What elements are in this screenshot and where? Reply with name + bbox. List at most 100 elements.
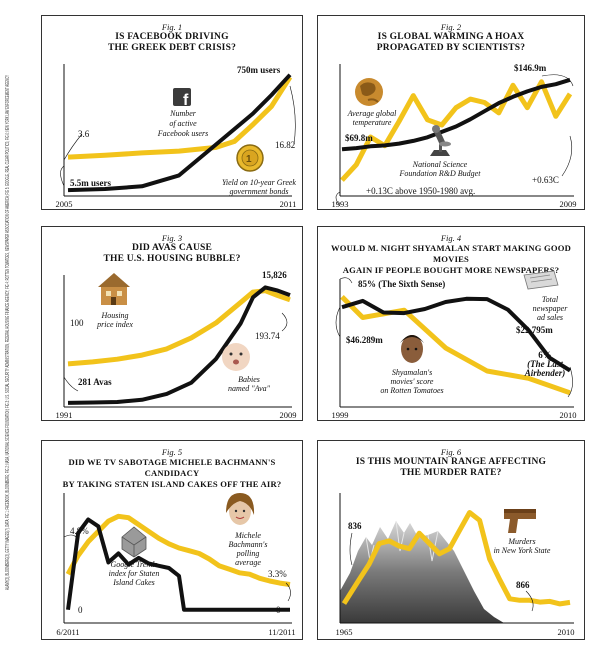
fig4-series-black-label1: Total: [542, 295, 559, 304]
fig2-series-yellow: [340, 79, 573, 182]
fig5-title-line1: DID WE TV SABOTAGE MICHELE BACHMANN'S CA…: [68, 457, 276, 478]
fig6-chart: Murders in New York State 836 866 1965 2…: [336, 493, 575, 637]
fig5-series-black: [66, 517, 290, 612]
fig6-title: Fig. 6 IS THIS MOUNTAIN RANGE AFFECTING …: [318, 447, 584, 479]
fig2-x-tick-start: 1993: [332, 199, 349, 209]
fig2-panel: Fig. 2 IS GLOBAL WARMING A HOAX PROPAGAT…: [317, 15, 585, 210]
fig1-series-yellow: [67, 75, 293, 160]
bachmann-portrait-icon: [226, 493, 255, 525]
fig4-x-tick-end: 2010: [560, 410, 577, 420]
fig3-title: Fig. 3 DID AVAS CAUSE THE U.S. HOUSING B…: [42, 233, 302, 265]
fig3-annotation-193.74: 193.74: [255, 331, 280, 341]
fig4-title-line1: WOULD M. NIGHT SHYAMALAN START MAKING GO…: [330, 243, 572, 264]
fig6-annotation-836: 836: [348, 521, 362, 531]
fig5-annotation-zero-left: 0: [78, 605, 83, 615]
credit-text: ALAMY(3), BLOOMBERG(3), GETTY IMAGES(7).…: [5, 75, 11, 590]
fig1-title-line2: THE GREEK DEBT CRISIS?: [107, 43, 237, 53]
fig6-annotation-866: 866: [516, 580, 530, 590]
fig2-annotation-69.8m: $69.8m: [345, 133, 373, 143]
fig3-title-line2: THE U.S. HOUSING BUBBLE?: [103, 254, 241, 264]
fig3-leader-193.74: [281, 312, 288, 332]
fig5-title-line2: BY TAKING STATEN ISLAND CAKES OFF THE AI…: [62, 479, 282, 489]
fig3-series-black-label2: named "Ava": [228, 384, 271, 393]
fig5-title: Fig. 5 DID WE TV SABOTAGE MICHELE BACHMA…: [42, 447, 302, 490]
fig4-annotation-last: (The Last: [527, 359, 563, 369]
fig6-series-yellow-label2: in New York State: [494, 546, 551, 555]
fig1-annotation-5.5m: 5.5m users: [70, 178, 111, 188]
fig4-x-tick-start: 1999: [332, 410, 349, 420]
fig3-annotation-281: 281 Avas: [78, 377, 112, 387]
fig3-title-line1: DID AVAS CAUSE: [131, 243, 213, 253]
fig5-series-yellow-label2: Bachmann's: [228, 540, 267, 549]
fig6-leader-836: [349, 532, 353, 566]
fig4-series-black: [341, 296, 572, 373]
fig4-annotation-6: 6%: [538, 350, 552, 360]
fig2-title-line1: IS GLOBAL WARMING A HOAX: [377, 32, 525, 42]
fig6-title-line1: IS THIS MOUNTAIN RANGE AFFECTING: [355, 457, 547, 467]
fig4-series-yellow-label1: Shyamalan's: [392, 368, 432, 377]
fig2-series-black-label1: National Science: [412, 160, 468, 169]
svg-text:f: f: [183, 92, 189, 109]
fig1-x-tick-start: 2005: [56, 199, 73, 209]
fig6-x-tick-end: 2010: [558, 627, 575, 637]
fig4-annotation-46.289m: $46.289m: [346, 335, 383, 345]
fig6-x-tick-start: 1965: [336, 627, 353, 637]
euro-coin-icon: 1: [236, 144, 264, 172]
fig3-series-black-label1: Babies: [238, 375, 260, 384]
fig4-leader-46.289m: [335, 306, 341, 338]
fig2-leader-0.63c: [561, 135, 573, 177]
fig1-annotation-750m: 750m users: [237, 65, 281, 75]
fig2-series-black-label2: Foundation R&D Budget: [399, 169, 482, 178]
fig5-number: Fig. 5: [161, 447, 183, 457]
fig4-leader-85: [339, 277, 353, 284]
fig2-annotation-0.13c: +0.13C above 1950-1980 avg.: [366, 186, 475, 196]
fig4-title-line2: AGAIN IF PEOPLE BOUGHT MORE NEWSPAPERS?: [342, 265, 560, 275]
fig4-series-yellow-label2: movies' score: [391, 377, 434, 386]
fig4-series-black-label2: newspaper: [533, 304, 569, 313]
fig2-number: Fig. 2: [440, 22, 462, 32]
fig2-series-black: [341, 77, 571, 152]
cake-icon: [121, 526, 147, 558]
fig1-series-black-label2: of active: [169, 119, 197, 128]
fig6-series-yellow-label1: Murders: [507, 537, 535, 546]
fig1-series-black-label1: Number: [169, 109, 197, 118]
svg-text:1: 1: [246, 154, 252, 165]
fig3-series-yellow-label2: price index: [96, 320, 133, 329]
fig3-series-black: [67, 285, 291, 405]
fig1-leader-3.6: [63, 133, 83, 161]
microscope-icon: [430, 125, 451, 156]
fig2-series-yellow-label2: temperature: [353, 118, 392, 127]
fig3-chart: Housing price index Babies named "Ava" 1…: [56, 270, 297, 420]
fig5-annotation-3.3: 3.3%: [268, 569, 287, 579]
fig2-chart: Average global temperature National Scie…: [332, 63, 577, 209]
fig5-series-black-label1: Google Trends: [110, 560, 157, 569]
fig2-title-line2: PROPAGATED BY SCIENTISTS?: [376, 43, 526, 53]
fig6-number: Fig. 6: [440, 447, 462, 457]
fig4-number: Fig. 4: [440, 233, 462, 243]
fig4-series-yellow: [340, 295, 571, 396]
fig3-x-tick-start: 1991: [56, 410, 73, 420]
house-icon: [98, 273, 130, 305]
fig3-leader-281: [63, 376, 79, 392]
fig4-title: Fig. 4 WOULD M. NIGHT SHYAMALAN START MA…: [318, 233, 584, 276]
shyamalan-face-icon: [400, 335, 424, 363]
fig1-series-black-label3: Facebook users: [157, 129, 208, 138]
fig1-x-tick-end: 2011: [280, 199, 297, 209]
fig4-chart: Total newspaper ad sales Shyamalan's mov…: [332, 270, 577, 420]
fig3-annotation-15826: 15,826: [262, 270, 287, 280]
fig5-annotation-4.8: 4.8%: [70, 526, 89, 536]
fig2-leader-146.9m: [541, 74, 574, 87]
fig5-x-tick-start: 6/2011: [56, 627, 79, 637]
fig3-number: Fig. 3: [161, 233, 183, 243]
fig1-annotation-16.82: 16.82: [275, 140, 295, 150]
fig1-title: Fig. 1 IS FACEBOOK DRIVING THE GREEK DEB…: [42, 22, 302, 54]
fig1-series-yellow-label1: Yield on 10-year Greek: [222, 178, 296, 187]
fig5-x-tick-end: 11/2011: [268, 627, 295, 637]
fig4-series-black-label3: ad sales: [537, 313, 563, 322]
fig1-number: Fig. 1: [161, 22, 183, 32]
fig2-x-tick-end: 2009: [560, 199, 577, 209]
fig5-series-yellow-label4: average: [235, 558, 261, 567]
fig5-annotation-zero-right: 0: [276, 605, 281, 615]
fig4-series-yellow-label3: on Rotten Tomatoes: [380, 386, 443, 395]
fig1-chart: f 1 Number of active Facebook users Yiel…: [56, 64, 297, 209]
